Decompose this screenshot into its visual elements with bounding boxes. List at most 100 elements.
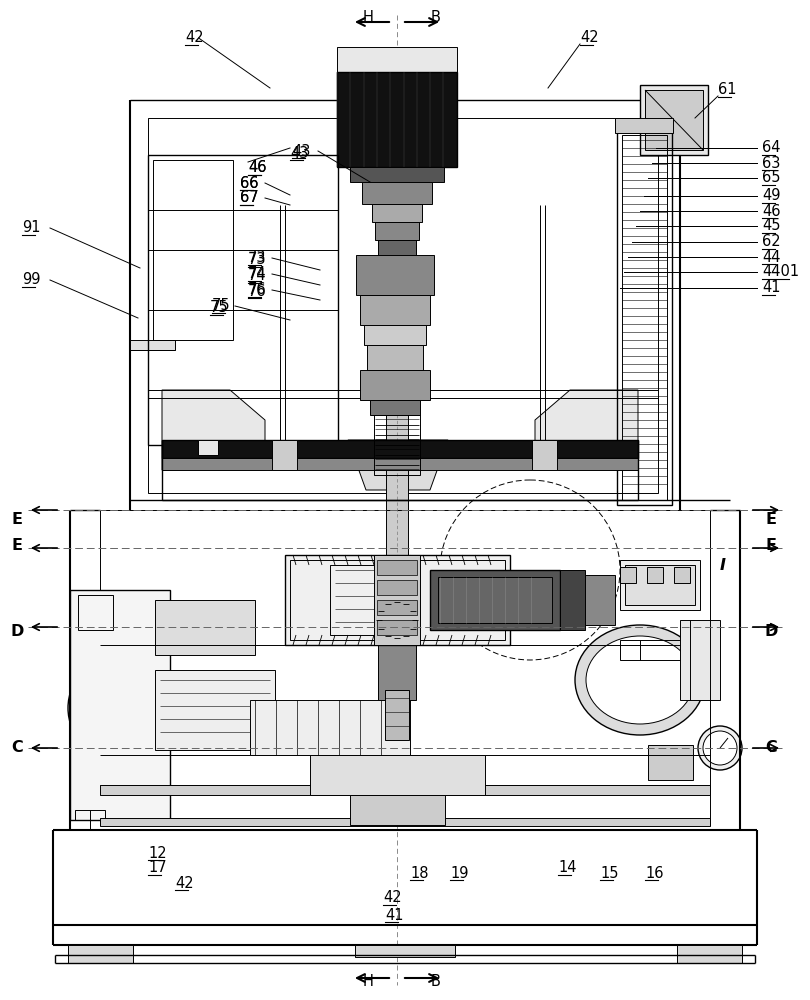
Bar — [374, 415, 420, 475]
Text: 91: 91 — [22, 221, 40, 235]
Bar — [148, 155, 338, 445]
Text: 99: 99 — [22, 272, 40, 288]
Text: 76: 76 — [248, 284, 266, 298]
Text: 66: 66 — [240, 176, 258, 190]
Text: 49: 49 — [762, 188, 781, 204]
Ellipse shape — [575, 625, 705, 735]
Text: C: C — [11, 740, 23, 756]
Bar — [377, 560, 417, 575]
Bar — [647, 567, 663, 583]
Ellipse shape — [650, 752, 670, 772]
Bar — [100, 785, 710, 795]
Text: 73: 73 — [248, 250, 266, 265]
Bar — [378, 240, 416, 255]
Text: 64: 64 — [762, 140, 781, 155]
Bar — [385, 690, 409, 740]
Bar — [350, 795, 445, 825]
Bar — [585, 575, 615, 625]
Bar — [155, 600, 255, 655]
Bar — [620, 640, 710, 660]
Bar — [337, 72, 457, 167]
Bar — [377, 580, 417, 595]
Bar — [386, 222, 408, 792]
Bar — [364, 325, 426, 345]
Text: 19: 19 — [450, 865, 468, 880]
Polygon shape — [162, 390, 265, 470]
Text: 75: 75 — [210, 300, 228, 316]
Bar — [617, 130, 672, 505]
Text: 76: 76 — [248, 282, 266, 298]
Text: E: E — [11, 512, 23, 528]
Bar — [155, 670, 275, 750]
Text: 4401: 4401 — [762, 264, 799, 279]
Text: 63: 63 — [762, 155, 780, 170]
Bar — [378, 580, 416, 700]
Bar — [377, 620, 417, 635]
Polygon shape — [348, 440, 448, 490]
Bar — [377, 600, 417, 615]
Text: 15: 15 — [600, 865, 619, 880]
Bar — [532, 440, 557, 470]
Bar — [250, 700, 410, 755]
Bar — [153, 160, 233, 340]
Bar — [645, 90, 703, 150]
Bar — [310, 755, 485, 795]
Bar — [272, 440, 297, 470]
Text: 67: 67 — [240, 190, 258, 206]
Circle shape — [78, 666, 162, 750]
Text: 61: 61 — [718, 83, 736, 98]
Bar — [356, 255, 434, 295]
Bar — [350, 167, 444, 182]
Bar — [162, 458, 638, 470]
Text: 14: 14 — [558, 860, 577, 876]
Text: 18: 18 — [410, 865, 428, 880]
Text: 75: 75 — [212, 298, 231, 314]
Text: 45: 45 — [762, 219, 781, 233]
Text: 42: 42 — [185, 30, 203, 45]
Text: H: H — [363, 10, 373, 25]
Bar — [330, 565, 410, 635]
Bar — [620, 560, 700, 610]
Text: E: E — [11, 538, 23, 554]
Circle shape — [703, 731, 737, 765]
Text: I: I — [720, 558, 726, 574]
Bar — [337, 47, 457, 72]
Bar — [78, 595, 113, 630]
Text: 62: 62 — [762, 234, 781, 249]
Text: H: H — [363, 974, 373, 990]
Bar — [640, 85, 708, 155]
Bar — [75, 810, 105, 820]
Text: 74: 74 — [248, 266, 266, 282]
Bar — [362, 182, 432, 204]
Text: 42: 42 — [383, 890, 402, 906]
Bar — [674, 567, 690, 583]
Text: B: B — [431, 974, 441, 990]
Bar — [438, 577, 552, 623]
Circle shape — [248, 706, 292, 750]
Bar — [648, 745, 693, 780]
Text: 73: 73 — [248, 252, 266, 267]
Bar — [360, 370, 430, 400]
Text: 43: 43 — [290, 145, 309, 160]
Bar — [100, 818, 710, 826]
Bar — [560, 570, 585, 630]
Bar — [615, 118, 673, 133]
Bar — [162, 440, 638, 458]
Bar — [374, 555, 420, 645]
Text: 44: 44 — [762, 249, 781, 264]
Text: 16: 16 — [645, 865, 663, 880]
Text: 41: 41 — [385, 908, 403, 922]
Circle shape — [68, 656, 172, 760]
Bar — [620, 567, 636, 583]
Bar — [370, 400, 420, 415]
Text: 67: 67 — [240, 190, 258, 206]
Bar — [375, 222, 419, 240]
Ellipse shape — [181, 609, 219, 647]
Bar — [625, 565, 695, 605]
Bar — [148, 118, 658, 493]
Text: 46: 46 — [248, 160, 266, 176]
Text: 17: 17 — [148, 860, 167, 876]
Bar — [680, 620, 720, 700]
Bar — [130, 340, 175, 350]
Text: B: B — [431, 10, 441, 25]
